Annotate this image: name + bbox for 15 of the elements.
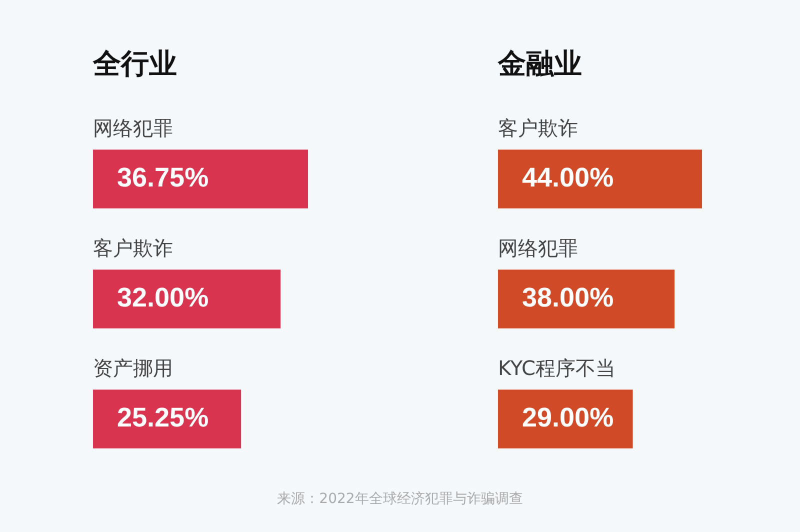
data-label: 29.00% xyxy=(522,402,614,432)
source-note: 来源：2022年全球经济犯罪与诈骗调查 xyxy=(276,490,524,508)
data-label: 44.00% xyxy=(522,162,614,192)
chart-title: 金融业 xyxy=(498,46,582,82)
data-label: 38.00% xyxy=(522,282,614,312)
y-tick-label: 客户欺诈 xyxy=(93,236,173,260)
y-tick-label: 网络犯罪 xyxy=(93,116,173,140)
y-tick-label: 资产挪用 xyxy=(93,356,173,380)
y-tick-label: 客户欺诈 xyxy=(498,116,578,140)
data-label: 25.25% xyxy=(117,402,209,432)
chart-title: 全行业 xyxy=(93,46,177,82)
y-tick-label: 网络犯罪 xyxy=(498,236,578,260)
data-label: 32.00% xyxy=(117,282,209,312)
data-label: 36.75% xyxy=(117,162,209,192)
y-tick-label: KYC程序不当 xyxy=(498,356,616,380)
